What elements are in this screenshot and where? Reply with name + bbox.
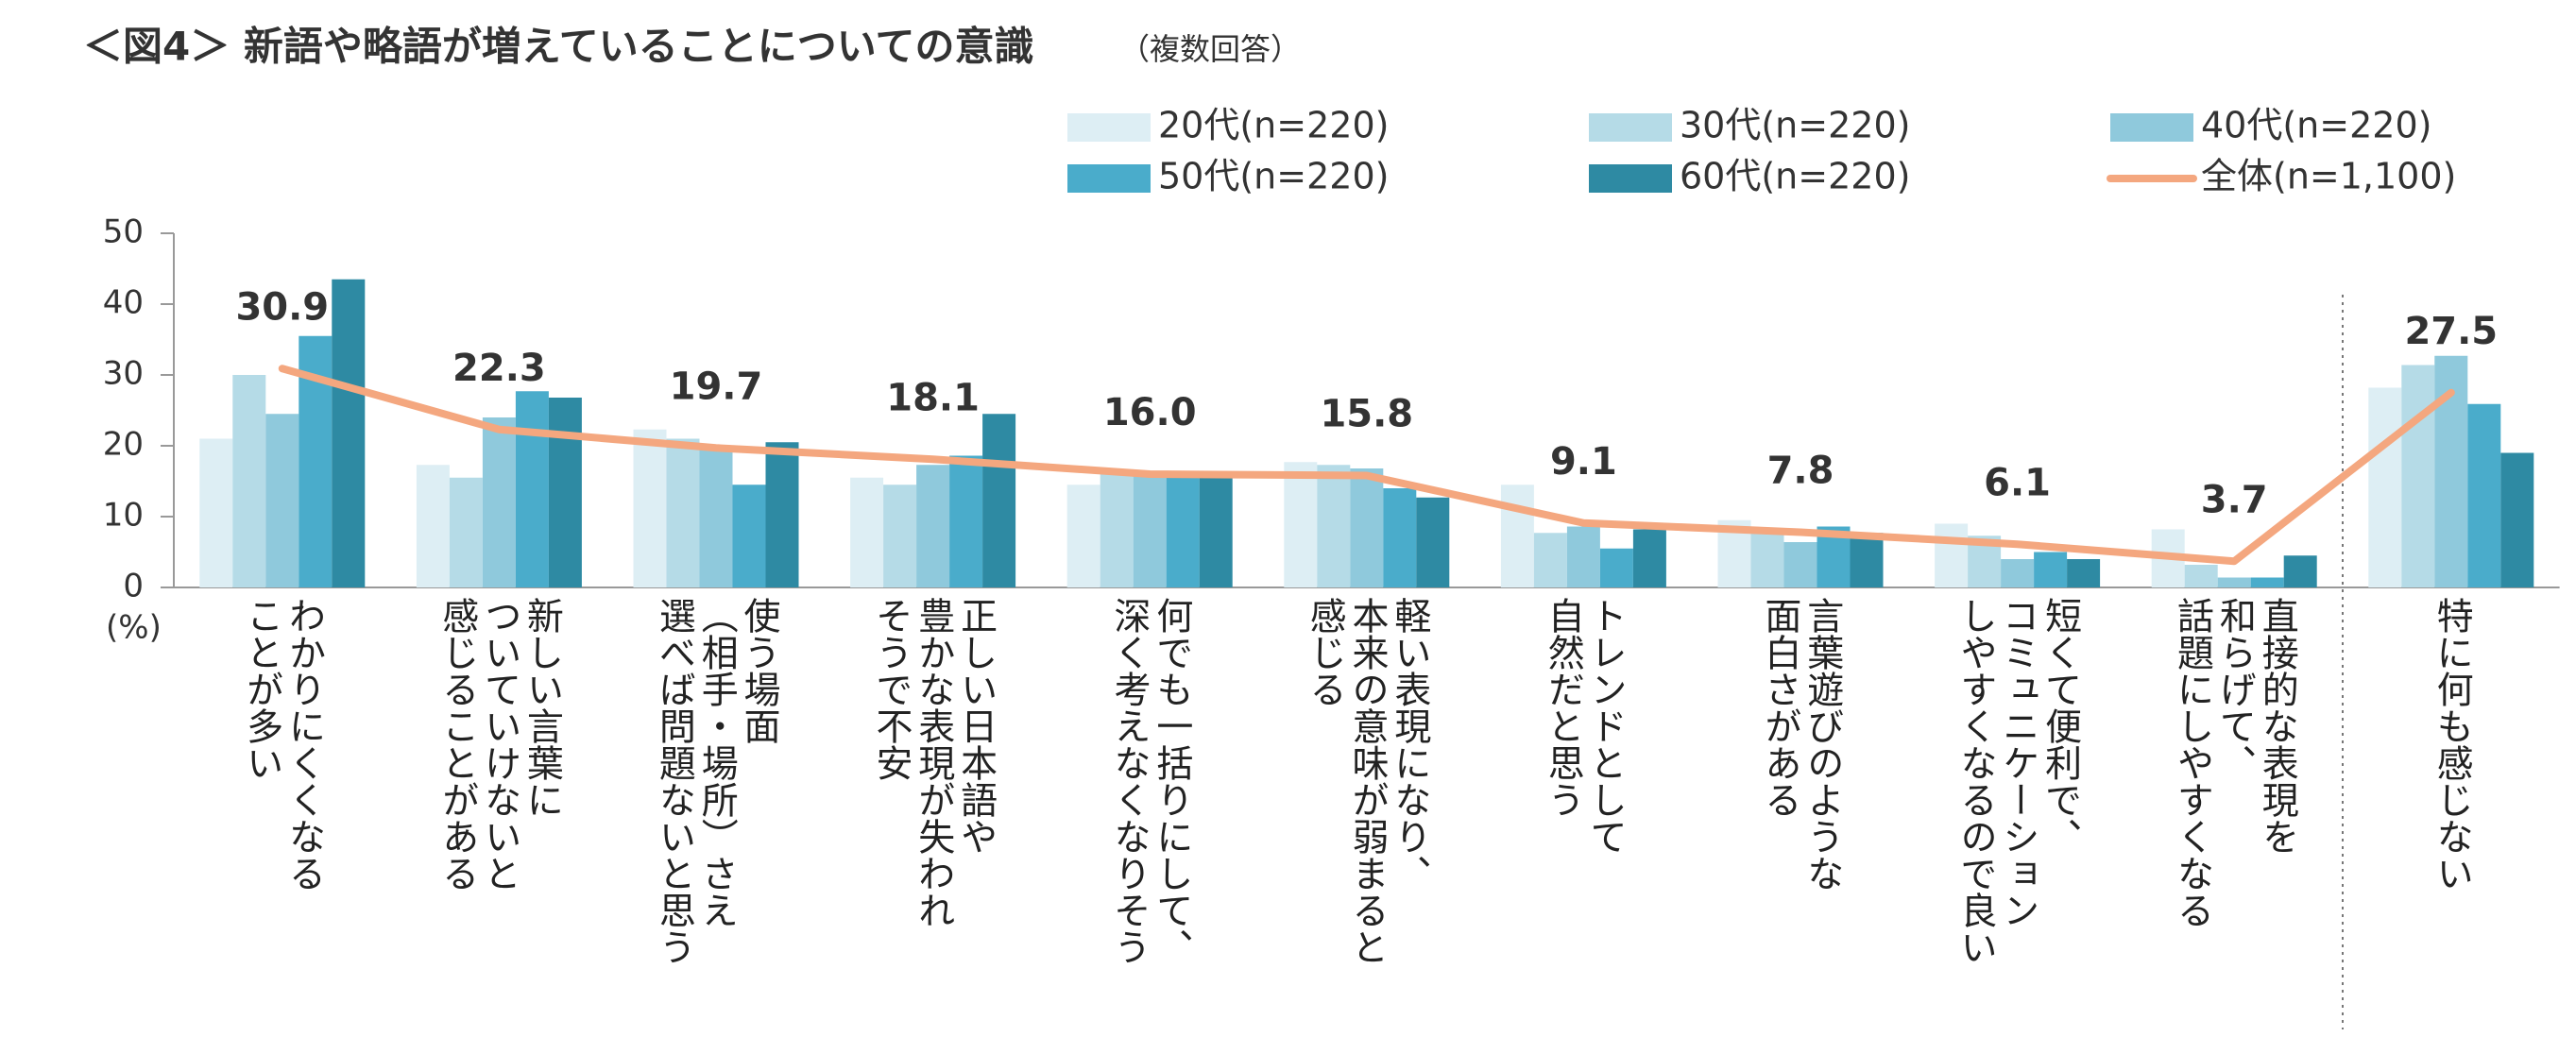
bar — [982, 414, 1016, 587]
bar — [515, 391, 549, 587]
bar — [949, 455, 983, 587]
bar — [765, 442, 799, 587]
bar — [1850, 533, 1884, 587]
x-tick-label: 新しい言葉に ついていけないと 感じることがある — [435, 597, 564, 892]
chart-subtitle: （複数回答） — [1119, 31, 1301, 67]
y-tick-label: 50 — [103, 213, 144, 251]
legend-swatch — [1589, 113, 1672, 142]
bar — [1566, 526, 1600, 587]
bar — [2184, 565, 2218, 587]
data-label: 27.5 — [2404, 310, 2498, 353]
bar — [1599, 548, 1633, 587]
bar — [416, 465, 450, 587]
y-tick-label: 0 — [123, 568, 144, 605]
legend-swatch — [1589, 164, 1672, 193]
bar — [2001, 559, 2035, 587]
bar — [850, 477, 884, 587]
data-label: 22.3 — [452, 347, 546, 390]
bar — [2500, 452, 2534, 587]
legend-swatch — [1067, 164, 1151, 193]
data-label: 6.1 — [1984, 461, 2051, 504]
data-label: 18.1 — [886, 376, 980, 419]
bar — [1199, 474, 1233, 587]
bar — [916, 465, 950, 587]
bar — [2250, 577, 2284, 587]
bar — [2217, 577, 2251, 587]
bar — [1383, 488, 1417, 587]
bar — [1317, 465, 1351, 587]
bar — [1533, 533, 1567, 587]
y-tick-label: 20 — [103, 426, 144, 464]
line — [278, 365, 2455, 566]
data-label: 7.8 — [1767, 450, 1834, 493]
legend-label: 40代(n=220) — [2201, 105, 2431, 146]
x-tick-label: 正しい日本語や 豊かな表現が失われ そうで不安 — [869, 597, 998, 928]
bar — [1416, 497, 1450, 587]
bar — [883, 484, 917, 587]
legend-swatch — [2110, 113, 2193, 142]
legend-label: 60代(n=220) — [1680, 156, 1910, 197]
bar — [265, 414, 299, 587]
bar — [1350, 468, 1384, 587]
bar — [449, 477, 483, 587]
bar — [1284, 462, 1318, 587]
x-tick-label: 何でも一括りにして、 深く考えなくなりそう — [1108, 597, 1193, 965]
x-tick-label: 使う場面 （相手・場所）さえ 選べば問題ないと思う — [653, 597, 781, 965]
bar — [232, 375, 266, 587]
legend-label: 50代(n=220) — [1158, 156, 1389, 197]
data-label: 19.7 — [670, 365, 763, 408]
legend-swatch — [1067, 113, 1151, 142]
y-tick-label: 30 — [103, 355, 144, 393]
y-axis-label: (%) — [106, 609, 162, 647]
bar — [2368, 387, 2402, 587]
legend-label: 全体(n=1,100) — [2201, 156, 2456, 197]
x-tick-label: 直接的な表現を 和らげて、 話題にしやすくなる — [2171, 597, 2299, 928]
bar — [332, 279, 366, 587]
x-tick-label: トレンドとして 自然だと思う — [1542, 597, 1628, 855]
bar — [548, 398, 582, 587]
bar — [699, 446, 733, 587]
y-tick-label: 40 — [103, 284, 144, 322]
legend-label: 30代(n=220) — [1680, 105, 1910, 146]
bar — [1632, 529, 1666, 587]
bar — [1783, 542, 1817, 587]
bar — [1166, 474, 1200, 587]
x-tick-label: わかりにくくなる ことが多い — [240, 597, 326, 892]
y-tick-label: 10 — [103, 497, 144, 535]
bar — [633, 429, 667, 587]
bar — [2067, 559, 2101, 587]
bar — [2283, 555, 2317, 587]
chart-title: ＜図4＞ 新語や略語が増えていることについての意識 — [83, 24, 1034, 70]
bar — [1133, 474, 1167, 587]
x-tick-label: 短くて便利で、 コミュニケーション しやすくなるので良い — [1953, 597, 2082, 965]
data-label: 3.7 — [2201, 478, 2268, 521]
data-label: 9.1 — [1550, 440, 1617, 484]
data-label: 16.0 — [1103, 391, 1197, 434]
bar — [482, 417, 516, 587]
bar — [1750, 531, 1784, 587]
bar — [2401, 365, 2435, 587]
bar — [199, 438, 233, 587]
bar — [732, 484, 766, 587]
data-label: 15.8 — [1320, 393, 1413, 436]
legend-label: 20代(n=220) — [1158, 105, 1389, 146]
x-tick-label: 軽い表現になり、 本来の意味が弱まると 感じる — [1304, 597, 1431, 965]
x-tick-label: 特に何も感じない — [2431, 597, 2474, 892]
bar — [1500, 484, 1534, 587]
bar — [1935, 523, 1969, 587]
bar — [2034, 552, 2068, 587]
data-label: 30.9 — [235, 285, 329, 329]
bar — [2467, 403, 2501, 587]
x-tick-label: 言葉遊びのような 面白さがある — [1758, 597, 1844, 892]
bar — [666, 438, 700, 587]
bar — [1100, 474, 1134, 587]
bar — [1066, 484, 1100, 587]
